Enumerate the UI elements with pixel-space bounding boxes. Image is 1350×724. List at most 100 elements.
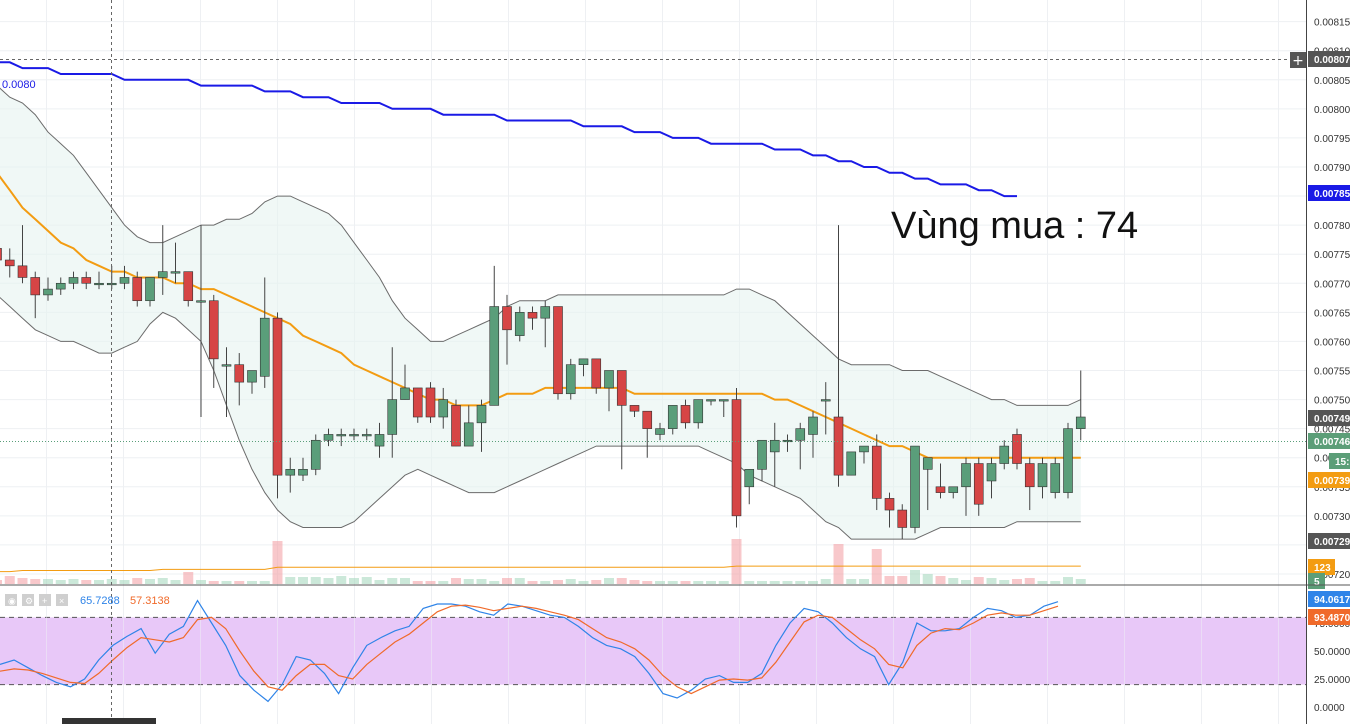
- volume-bar: [935, 576, 946, 584]
- price-tick-label: 0.00720: [1314, 570, 1350, 581]
- volume-bar: [387, 578, 398, 584]
- price-tag: [1308, 51, 1350, 67]
- volume-bar: [94, 580, 104, 584]
- stoch-k-line: [0, 599, 1059, 703]
- volume-bar: [502, 578, 512, 584]
- candle-body: [910, 445, 920, 528]
- oscillator-toolbar[interactable]: ◉ ⚙ + ×: [5, 594, 68, 606]
- gear-icon[interactable]: [22, 594, 34, 606]
- volume-bar: [922, 574, 933, 584]
- candle-body: [221, 364, 232, 367]
- volume-bar: [527, 581, 538, 584]
- candle-body: [859, 445, 869, 453]
- price-tick-label: 0.00770: [1314, 279, 1350, 290]
- price-tick-label: 0.00730: [1314, 512, 1350, 523]
- volume-bar: [744, 581, 755, 584]
- volume-bar: [604, 578, 614, 584]
- osc-tick-label: 0.0000: [1314, 703, 1345, 714]
- candle-body: [451, 405, 461, 447]
- price-tick-label: 0.00755: [1314, 366, 1350, 377]
- price-tick-label: 0.00775: [1314, 250, 1350, 261]
- candle-body: [527, 312, 538, 319]
- candle-body: [693, 399, 704, 424]
- stoch-d-line: [0, 604, 1059, 695]
- price-tick-label: 0.00765: [1314, 308, 1350, 319]
- candle-body: [782, 439, 793, 443]
- svg-text:+: +: [42, 596, 47, 606]
- volume-bar: [208, 581, 219, 584]
- candle-body: [183, 271, 194, 302]
- candle-body: [145, 277, 155, 302]
- volume-bar: [183, 572, 194, 584]
- volume-bar: [1037, 581, 1048, 584]
- crosshair-plus-button[interactable]: [1290, 52, 1306, 68]
- candle-body: [757, 439, 767, 470]
- price-tag-label: 0.00729: [1314, 537, 1350, 548]
- stoch-rsi-pane: [0, 588, 1306, 724]
- candle-body: [706, 399, 716, 402]
- osc-tag-label: 94.0617: [1314, 595, 1350, 606]
- candle-body: [973, 463, 984, 505]
- candle-body: [540, 306, 551, 319]
- candle-body: [744, 469, 755, 488]
- volume-bar: [782, 581, 793, 584]
- volume-bar: [820, 579, 831, 584]
- volume-bar: [859, 579, 869, 584]
- candle-body: [1024, 463, 1035, 488]
- volume-bar: [655, 581, 665, 584]
- price-tag-label: 123: [1314, 563, 1331, 574]
- candle-body: [604, 370, 614, 389]
- volume-bar: [323, 578, 334, 584]
- candle-body: [871, 445, 882, 499]
- candle-body: [1075, 416, 1086, 429]
- price-tag-label: 15:: [1335, 457, 1349, 468]
- volume-bar: [145, 579, 155, 584]
- candle-body: [731, 399, 742, 517]
- plus-icon: +: [1292, 53, 1304, 69]
- volume-bar: [769, 581, 780, 584]
- candle-body: [68, 277, 79, 284]
- close-icon[interactable]: [56, 594, 68, 606]
- volume-bar: [132, 578, 143, 584]
- candle-body: [642, 410, 653, 429]
- candle-body: [476, 405, 487, 424]
- candle-body: [55, 282, 66, 290]
- candle-body: [234, 364, 245, 383]
- price-tag: [1308, 533, 1350, 549]
- candle-body: [349, 434, 359, 437]
- price-tick-label: 0.00815: [1314, 18, 1350, 29]
- price-tick-label: 0.00735: [1314, 483, 1350, 494]
- candle-body: [961, 463, 971, 488]
- candle-body: [1050, 463, 1061, 493]
- candle-body: [438, 399, 449, 418]
- price-tag-label: 0.00739: [1314, 476, 1350, 487]
- candle-body: [4, 259, 15, 267]
- price-tick-label: 0.00750: [1314, 396, 1350, 407]
- candle-body: [310, 439, 321, 470]
- volume-bar: [629, 580, 640, 584]
- volume-bar: [540, 581, 551, 584]
- price-tick-label: 0.00800: [1314, 105, 1350, 116]
- volume-bar: [706, 581, 716, 584]
- eye-icon[interactable]: [5, 594, 17, 606]
- volume-bar: [1050, 581, 1061, 584]
- volume-bar: [553, 580, 563, 584]
- candle-body: [514, 312, 525, 336]
- more-icon[interactable]: [39, 594, 51, 606]
- ma200-value-label: 0.0080: [2, 79, 36, 91]
- candle-body: [578, 358, 589, 365]
- volume-bar: [718, 581, 729, 584]
- volume-bar: [106, 579, 117, 584]
- candle-body: [808, 416, 818, 435]
- svg-text:⚙: ⚙: [25, 596, 33, 606]
- volume-bar: [336, 576, 347, 584]
- volume-bar: [374, 580, 385, 584]
- candle-body: [400, 387, 410, 400]
- bollinger-upper-line: [0, 87, 1082, 406]
- volume-bars: [0, 539, 1086, 584]
- volume-bar: [349, 578, 359, 584]
- candle-body: [119, 277, 130, 284]
- volume-bar: [157, 578, 168, 584]
- candle-body: [565, 364, 576, 395]
